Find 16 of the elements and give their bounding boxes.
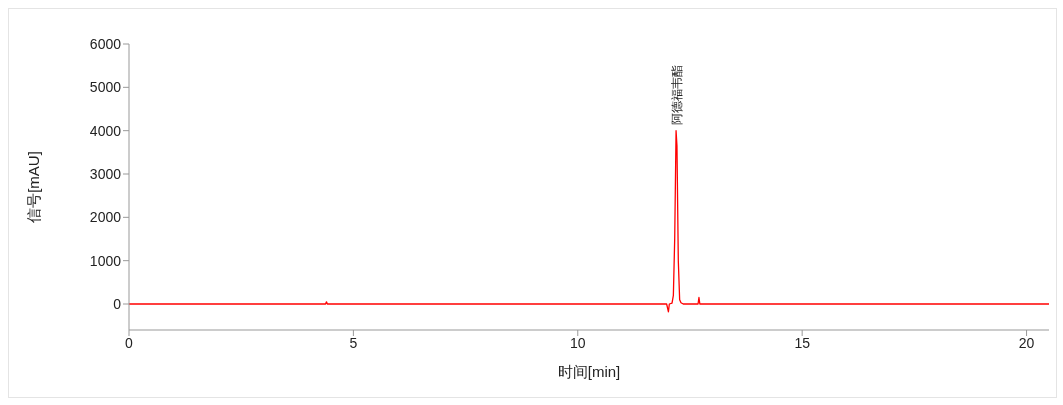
y-tick-label: 6000 [89,35,122,52]
line-series [129,130,1049,313]
x-tick-label: 20 [1018,334,1035,351]
x-tick-label: 5 [349,334,358,351]
y-tick-label: 1000 [89,252,122,269]
x-tick-label: 0 [125,334,134,351]
y-tick-label: 5000 [89,79,122,96]
annotation: 阿德福韦酯 [670,64,685,125]
y-tick-label: 3000 [89,165,122,182]
y-axis-title: 信号[mAU] [25,151,43,223]
y-tick-label: 2000 [89,209,122,226]
x-axis-title: 时间[min] [557,363,621,380]
x-tick-label: 15 [794,334,811,351]
y-tick-label: 4000 [89,122,122,139]
x-tick-label: 10 [569,334,586,351]
y-tick-label: 0 [113,295,122,312]
